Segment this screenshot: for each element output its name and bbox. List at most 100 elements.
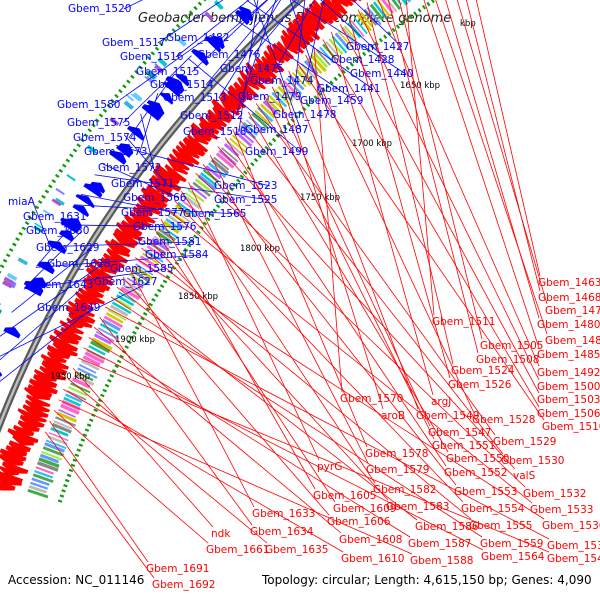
reverse-gene-arrow xyxy=(320,0,339,22)
category-bar xyxy=(116,294,135,307)
reverse-gene-leaders xyxy=(44,0,550,579)
forward-gene-labels: Gbem_1520 Gbem_1517 Gbem_1482 Gbem_1516 Gbem… xyxy=(8,3,413,314)
forward-gene-label: Gbem_1525 xyxy=(214,194,277,206)
outer-feature-bar xyxy=(66,174,76,182)
forward-gene-arrow xyxy=(169,79,185,94)
guide-ring-dot xyxy=(72,148,78,153)
guide-ring-dot xyxy=(264,145,269,151)
category-bar xyxy=(124,280,142,293)
reverse-gene-label: Gbem_1551 xyxy=(432,440,495,452)
reverse-leader-line xyxy=(398,0,483,340)
guide-ring-dot xyxy=(124,345,129,349)
reverse-gene-label: Gbem_1587 xyxy=(408,538,471,550)
forward-leader-line xyxy=(0,281,150,357)
reverse-gene-arrow xyxy=(198,122,219,140)
forward-gene-arrow xyxy=(118,143,134,156)
forward-gene-label: Gbem_1572 xyxy=(98,162,161,174)
category-bar xyxy=(265,97,282,114)
reverse-gene-label: Gbem_1532 xyxy=(523,488,586,500)
guide-ring-dot xyxy=(159,284,165,289)
category-bar xyxy=(254,109,271,126)
reverse-gene-arrow xyxy=(65,305,96,324)
guide-ring-dot xyxy=(0,270,2,274)
reverse-gene-label: Gbem_1547 xyxy=(428,427,491,439)
reverse-leader-line xyxy=(288,70,419,410)
kbp-tick-label: 1900 kbp xyxy=(115,335,155,345)
guide-ring-dot xyxy=(28,215,33,220)
reverse-leader-line xyxy=(435,0,548,335)
category-bar xyxy=(93,333,112,345)
forward-leader-line xyxy=(94,174,270,201)
guide-ring-dot xyxy=(57,499,63,503)
category-bar xyxy=(360,11,374,28)
guide-ring-dot xyxy=(134,326,140,330)
reverse-gene-label: Gbem_1692 xyxy=(152,579,215,591)
category-bar xyxy=(84,351,105,364)
reverse-gene-arrow xyxy=(253,62,275,85)
category-bar xyxy=(331,35,348,54)
guide-ring-dot xyxy=(158,41,164,47)
forward-gene-label: Gbem_1516 xyxy=(120,51,184,63)
reverse-leader-line xyxy=(296,62,545,421)
guide-ring-dot xyxy=(106,103,111,108)
category-bar xyxy=(251,112,269,129)
guide-ring-dot xyxy=(34,205,40,210)
reverse-gene-label: argJ xyxy=(431,396,451,408)
guide-ring-dot xyxy=(253,157,259,163)
reverse-gene-arrow xyxy=(295,13,321,41)
reverse-gene-arrow xyxy=(211,98,235,120)
reverse-gene-arrow xyxy=(175,144,200,166)
genome-backbone-highlight xyxy=(0,0,302,428)
reverse-gene-arrow xyxy=(357,0,362,2)
category-bar xyxy=(77,367,98,379)
guide-ring-dot xyxy=(80,138,85,143)
guide-ring-dot xyxy=(337,73,342,78)
reverse-gene-arrow xyxy=(74,297,94,311)
reverse-leader-line xyxy=(72,368,214,528)
reverse-gene-arrow xyxy=(34,368,58,382)
category-bar xyxy=(372,1,388,20)
forward-gene-label: Gbem_1515 xyxy=(136,66,199,78)
category-bar xyxy=(229,137,247,154)
reverse-leader-line xyxy=(305,54,475,414)
category-bar xyxy=(32,473,54,484)
category-bar xyxy=(334,32,350,50)
reverse-gene-arrow xyxy=(0,475,23,486)
kbp-tick-label: kbp xyxy=(460,19,476,29)
reverse-gene-arrow xyxy=(238,69,260,91)
category-bar xyxy=(288,74,305,91)
guide-ring-dot xyxy=(222,195,227,200)
reverse-gene-arrow xyxy=(331,0,348,15)
reverse-gene-arrow xyxy=(349,0,358,3)
category-bar xyxy=(396,0,402,6)
guide-ring-dot xyxy=(275,133,280,139)
reverse-gene-label: Gbem_1578 xyxy=(365,448,428,460)
forward-leader-line xyxy=(188,58,302,153)
reverse-gene-label: Gbem_1500 xyxy=(537,381,600,393)
reverse-gene-label: Gbem_1529 xyxy=(493,436,556,448)
outer-feature-bar xyxy=(3,276,15,285)
category-bar xyxy=(41,450,63,461)
guide-ring-dot xyxy=(196,230,201,235)
category-bar xyxy=(207,162,227,178)
reverse-gene-label: Gbem_1468 xyxy=(538,292,600,304)
guide-ring-dot xyxy=(134,69,139,75)
guide-ring-dot xyxy=(362,51,367,57)
reverse-leader-line xyxy=(122,276,330,516)
forward-gene-label: Gbem_1577 xyxy=(121,207,184,219)
guide-ring-dot xyxy=(84,428,90,432)
outer-feature-bar xyxy=(0,303,2,306)
reverse-leader-line xyxy=(475,0,541,277)
accession-label: Accession: NC_011146 xyxy=(8,573,144,587)
guide-ring-dot xyxy=(142,60,147,65)
forward-gene-label: Gbem_1565 xyxy=(183,208,246,220)
reverse-gene-arrow xyxy=(237,76,259,98)
category-bar xyxy=(322,43,337,60)
guide-ring-dot xyxy=(202,221,208,226)
guide-ring-dot xyxy=(58,168,64,173)
forward-gene-label: Gbem_1584 xyxy=(145,249,209,261)
reverse-gene-label: Gbem_1554 xyxy=(461,503,525,515)
reverse-gene-arrow xyxy=(85,266,114,286)
category-bar xyxy=(133,265,154,280)
category-bar xyxy=(226,140,245,157)
